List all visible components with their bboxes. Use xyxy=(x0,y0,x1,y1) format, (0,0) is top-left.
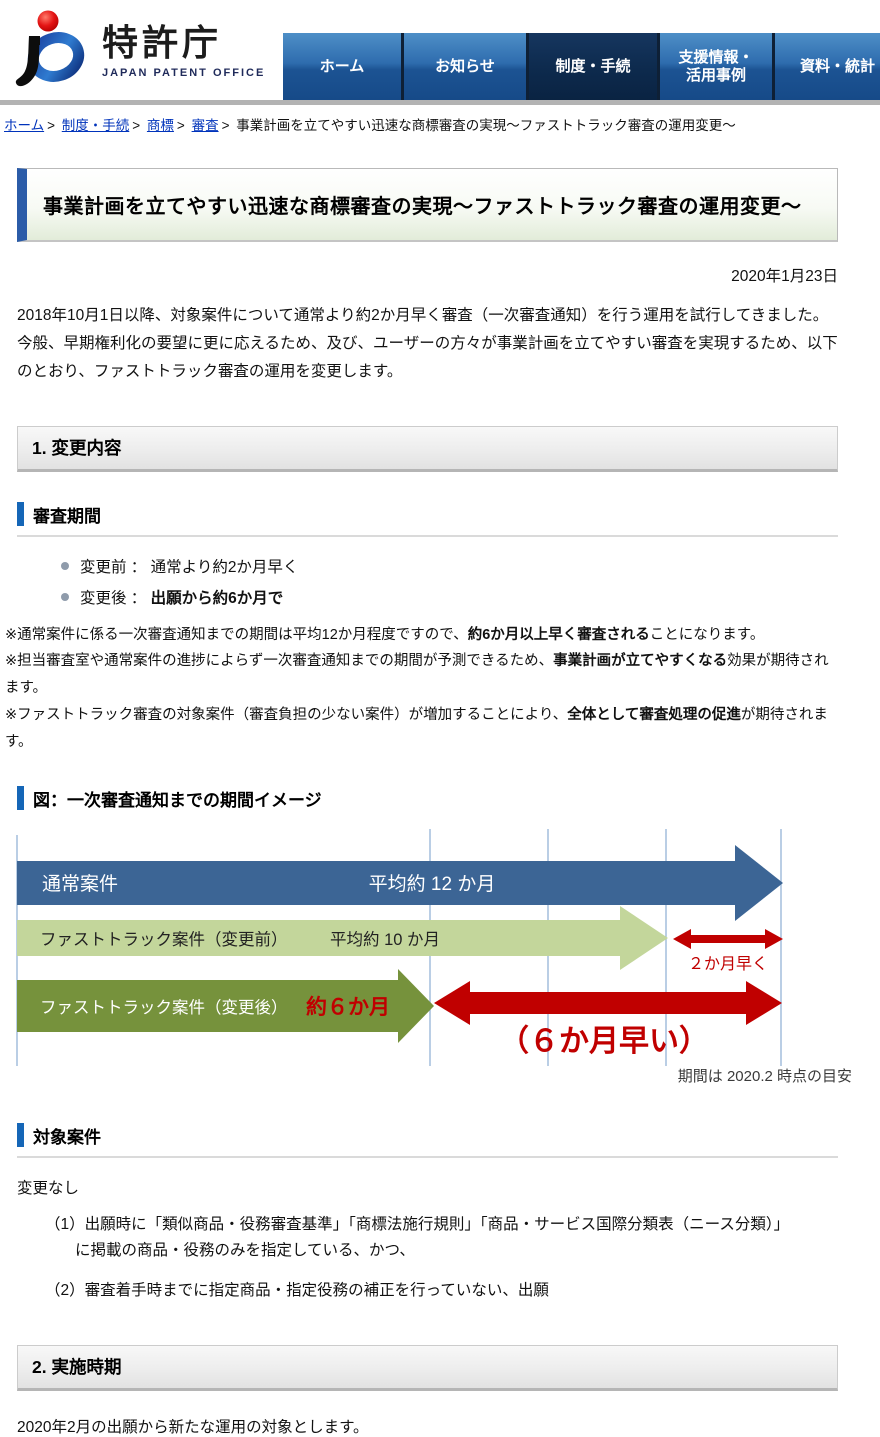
jpo-logo-icon xyxy=(15,10,85,87)
breadcrumb-separator: > xyxy=(132,118,141,133)
no-change-text: 変更なし xyxy=(17,1179,80,1197)
nav-tab-documents-statistics[interactable]: 資料・統計 xyxy=(775,33,880,100)
jpo-logo[interactable]: 特許庁 JAPAN PATENT OFFICE xyxy=(0,0,283,100)
svg-text:２か月早く: ２か月早く xyxy=(688,956,768,973)
breadcrumb-link-systems[interactable]: 制度・手続 xyxy=(61,118,130,133)
list-item-after: 変更後 ： 出願から約6か月で xyxy=(61,586,838,608)
fasttrack-before-arrow: ファストトラック案件（変更前） 平均約 10 か月 xyxy=(17,905,668,970)
diagram-caption: 期間は 2020.2 時点の目安 xyxy=(678,1068,852,1085)
heading-accent-bar xyxy=(17,1123,24,1148)
breadcrumb-link-examination[interactable]: 審査 xyxy=(191,118,219,133)
two-months-arrow: ２か月早く xyxy=(673,928,783,973)
change-list: 変更前 ： 通常より約2か月早く 変更後 ： 出願から約6か月で xyxy=(61,555,838,608)
nav-tab-systems-procedures[interactable]: 制度・手続 xyxy=(529,33,657,100)
svg-text:（６か月早い）: （６か月早い） xyxy=(499,1024,709,1058)
condition-list: （1）出願時に「類似商品・役務審査基準」「商標法施行規則」「商品・サービス国際分… xyxy=(17,1212,838,1305)
svg-text:約６か月: 約６か月 xyxy=(306,995,390,1019)
nav-tab-news[interactable]: お知らせ xyxy=(404,33,526,100)
note-line: ※担当審査室や通常案件の進捗によらず一次審査通知までの期間が予測できるため、事業… xyxy=(5,653,829,697)
heading-accent-bar xyxy=(17,786,24,811)
header-divider xyxy=(0,100,880,105)
breadcrumb-link-trademark[interactable]: 商標 xyxy=(146,118,174,133)
svg-text:ファストトラック案件（変更前）: ファストトラック案件（変更前） xyxy=(40,930,288,949)
normal-case-arrow: 通常案件 平均約 12 か月 xyxy=(17,844,783,921)
nav-tab-support-info[interactable]: 支援情報・ 活用事例 xyxy=(660,33,772,100)
svg-text:平均約 12 か月: 平均約 12 か月 xyxy=(369,873,496,895)
note-line: ※ファストトラック審査の対象案件（審査負担の少ない案件）が増加することにより、全… xyxy=(5,707,828,750)
breadcrumb-separator: > xyxy=(47,118,55,133)
heading-accent-bar xyxy=(17,502,24,527)
site-header: 特許庁 JAPAN PATENT OFFICE ホーム お知らせ 制度・手続 支… xyxy=(0,0,880,100)
page-title-box: 事業計画を立てやすい迅速な商標審査の実現〜ファストトラック審査の運用変更〜 xyxy=(17,168,838,242)
nav-tab-home[interactable]: ホーム xyxy=(283,33,401,100)
section2-heading: 2. 実施時期 xyxy=(17,1344,838,1391)
svg-text:通常案件: 通常案件 xyxy=(42,873,118,895)
condition-item-1: （1）出願時に「類似商品・役務審査基準」「商標法施行規則」「商品・サービス国際分… xyxy=(45,1215,790,1260)
section2-body: 2020年2月の出願から新たな運用の対象とします。 xyxy=(17,1418,369,1436)
note-line: ※通常案件に係る一次審査通知までの期間は平均12か月程度ですので、約6か月以上早… xyxy=(5,626,765,643)
svg-text:ファストトラック案件（変更後）: ファストトラック案件（変更後） xyxy=(40,998,288,1017)
exam-period-heading: 審査期間 xyxy=(17,502,838,537)
svg-text:平均約 10 か月: 平均約 10 か月 xyxy=(330,930,440,949)
intro-paragraph: 2018年10月1日以降、対象案件について通常より約2か月早く審査（一次審査通知… xyxy=(17,307,838,380)
bullet-icon xyxy=(61,592,69,601)
notes: ※通常案件に係る一次審査通知までの期間は平均12か月程度ですので、約6か月以上早… xyxy=(5,622,838,756)
breadcrumb-separator: > xyxy=(176,118,185,133)
fasttrack-after-arrow: ファストトラック案件（変更後） 約６か月 xyxy=(17,968,434,1043)
condition-item-2: （2）審査着手時までに指定商品・指定役務の補正を行っていない、出願 xyxy=(45,1282,549,1300)
period-diagram: 通常案件 平均約 12 か月 ファストトラック案件（変更前） 平均約 10 か月… xyxy=(0,823,880,1093)
figure-heading: 図：一次審査通知までの期間イメージ xyxy=(17,786,838,811)
logo-title: 特許庁 xyxy=(102,22,223,64)
list-item-before: 変更前 ： 通常より約2か月早く xyxy=(61,555,838,577)
target-cases-heading: 対象案件 xyxy=(17,1123,838,1158)
bullet-icon xyxy=(61,561,69,570)
publish-date: 2020年1月23日 xyxy=(731,268,838,285)
six-months-arrow: （６か月早い） xyxy=(434,980,782,1058)
page-title: 事業計画を立てやすい迅速な商標審査の実現〜ファストトラック審査の運用変更〜 xyxy=(43,196,802,218)
breadcrumb-link-home[interactable]: ホーム xyxy=(4,118,45,133)
section1-heading: 1. 変更内容 xyxy=(17,425,838,472)
breadcrumb: ホーム > 制度・手続 > 商標 > 審査 > 事業計画を立てやすい迅速な商標審査の実現… xyxy=(4,114,874,134)
breadcrumb-current: 事業計画を立てやすい迅速な商標審査の実現〜ファストトラック審査の運用変更〜 xyxy=(236,118,736,133)
breadcrumb-separator: > xyxy=(221,118,230,133)
main-nav: ホーム お知らせ 制度・手続 支援情報・ 活用事例 資料・統計 xyxy=(283,33,880,100)
logo-subtitle: JAPAN PATENT OFFICE xyxy=(102,66,266,79)
